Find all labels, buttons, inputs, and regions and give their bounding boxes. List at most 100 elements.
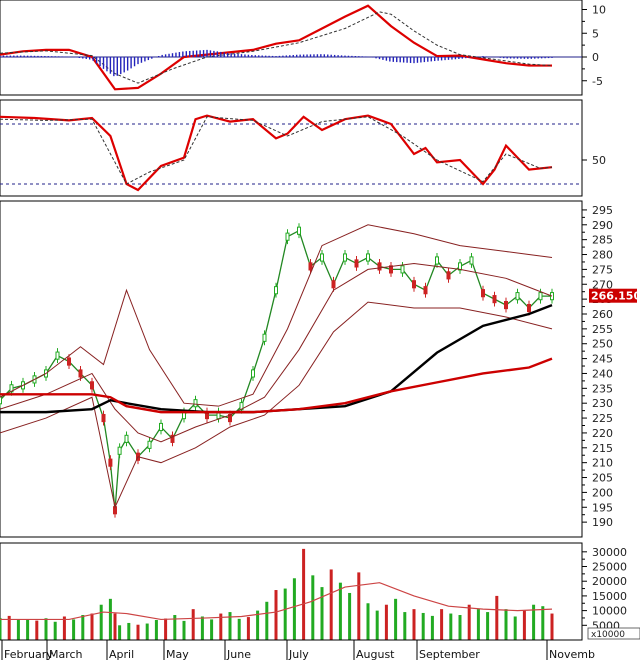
candle-body: [527, 303, 531, 313]
series-bb_mid: [0, 262, 553, 443]
volume-bar: [164, 618, 168, 640]
candle-body: [400, 265, 405, 274]
volume-bar: [99, 604, 103, 640]
volume-bar: [145, 623, 149, 640]
volume-bar: [311, 575, 315, 640]
month-label: April: [109, 648, 134, 661]
unit-box: [587, 627, 640, 640]
y-tick-label: 195: [592, 501, 613, 514]
volume-bar: [504, 609, 508, 640]
month-label: March: [49, 648, 83, 661]
candle-body: [343, 253, 347, 262]
y-tick-label: 285: [592, 234, 613, 247]
volume-bar: [90, 613, 94, 640]
panel-frame: [0, 0, 583, 96]
month-label: July: [288, 648, 309, 661]
candle-body: [320, 253, 324, 262]
y-tick-label: 190: [592, 516, 613, 529]
oscillator-panel: 50: [0, 99, 606, 197]
volume-bar: [283, 588, 287, 640]
y-tick-label: 255: [592, 323, 613, 336]
volume-bar: [219, 613, 223, 640]
panel-frame: [0, 542, 583, 641]
candle-body: [124, 434, 129, 443]
volume-bar: [16, 620, 20, 640]
price-tag-box: [589, 288, 637, 303]
volume-bar: [228, 612, 232, 640]
volume-bar: [246, 617, 250, 640]
y-tick-label: 0: [592, 51, 599, 64]
volume-bar: [440, 609, 444, 640]
volume-bar: [108, 598, 112, 640]
series-signal: [0, 11, 553, 84]
volume-bar: [35, 620, 39, 640]
candle-body: [228, 413, 232, 423]
candle-body: [170, 434, 175, 443]
volume-bar: [72, 619, 76, 640]
candle-body: [354, 259, 359, 268]
y-tick-label: 20000: [592, 575, 627, 588]
y-tick-label: 250: [592, 338, 613, 351]
y-tick-label: 200: [592, 486, 613, 499]
y-tick-label: 275: [592, 263, 613, 276]
month-label: August: [356, 648, 395, 661]
volume-bar: [421, 612, 425, 640]
volume-bar: [513, 616, 517, 640]
y-tick-label: 15000: [592, 590, 627, 603]
volume-bar: [0, 617, 2, 640]
candle-body: [274, 286, 278, 295]
candle-body: [481, 289, 485, 298]
volume-bar: [320, 587, 324, 640]
volume-bar: [292, 578, 296, 640]
volume-bar: [541, 606, 545, 640]
candle-body: [101, 413, 106, 423]
volume-bar: [200, 616, 204, 640]
y-tick-label: 295: [592, 204, 613, 217]
month-label: Novemb: [549, 648, 595, 661]
y-tick-label: 270: [592, 278, 613, 291]
y-tick-label: 235: [592, 382, 613, 395]
volume-bar: [256, 610, 260, 640]
volume-bar: [136, 624, 140, 640]
y-tick-label: 5: [592, 27, 599, 40]
y-tick-label: 260: [592, 308, 613, 321]
volume-bar: [375, 610, 379, 640]
candle-body: [159, 422, 163, 432]
candle-body: [0, 396, 2, 405]
volume-bar: [265, 601, 269, 640]
panel-frame: [0, 99, 583, 197]
y-tick-label: 230: [592, 397, 613, 410]
volume-bar: [302, 548, 306, 640]
volume-bar: [329, 569, 333, 640]
y-tick-label: 215: [592, 442, 613, 455]
candle-body: [67, 357, 71, 366]
volume-bar: [274, 590, 278, 640]
candle-body: [285, 232, 290, 241]
volume-bar: [62, 616, 66, 640]
volume-bar: [403, 612, 407, 640]
series-bb_upper: [0, 224, 553, 407]
y-tick-label: 225: [592, 412, 613, 425]
volume-bar: [7, 615, 11, 640]
price-tag-label: 266.150: [591, 290, 640, 303]
volume-bar: [366, 603, 370, 640]
candle-body: [446, 271, 451, 280]
volume-bar: [53, 621, 57, 640]
candle-body: [251, 369, 255, 378]
y-tick-label: -5: [592, 75, 603, 88]
candle-body: [55, 351, 60, 360]
volume-bar: [26, 619, 30, 640]
y-tick-label: 220: [592, 427, 613, 440]
candle-body: [262, 333, 267, 342]
volume-bar: [449, 613, 453, 640]
y-tick-label: 50: [592, 154, 606, 167]
volume-unit-label: x10000: [591, 630, 625, 640]
candle-body: [435, 256, 439, 265]
volume-bar: [522, 610, 526, 640]
candle-body: [504, 301, 508, 310]
volume-bar: [486, 612, 490, 640]
series-line: [0, 4, 552, 91]
candle-body: [193, 399, 198, 408]
